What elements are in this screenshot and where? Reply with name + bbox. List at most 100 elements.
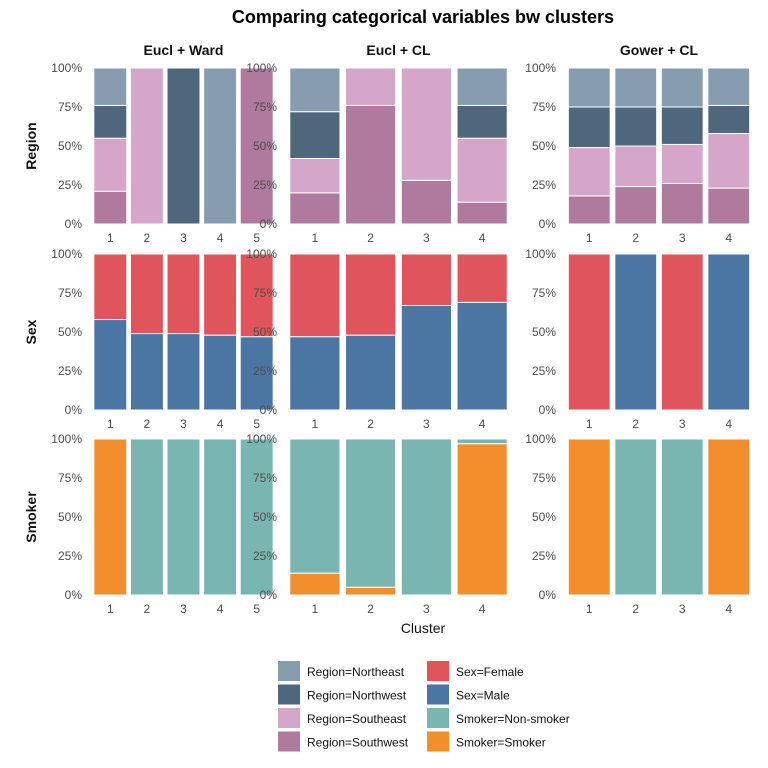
legend-item-smoker-non-smoker: Smoker=Non-smoker xyxy=(427,708,570,728)
y-tick-label: 75% xyxy=(253,471,277,485)
bar-segment-region-northwest-cluster-1 xyxy=(567,106,611,149)
bar-segment-region-northeast-cluster-1 xyxy=(567,67,611,108)
x-tick-label: 2 xyxy=(367,602,374,616)
x-tick-label: 4 xyxy=(217,231,224,245)
y-tick-label: 75% xyxy=(253,286,277,300)
y-tick-label: 100% xyxy=(51,247,82,261)
bar-segment-smoker-non-smoker-cluster-1 xyxy=(289,438,341,574)
bar-segment-region-northeast-cluster-1 xyxy=(93,67,128,106)
column-title-gower-cl: Gower + CL xyxy=(620,42,699,58)
bar-segment-region-southeast-cluster-4 xyxy=(707,133,751,189)
bar-segment-region-northwest-cluster-2 xyxy=(614,106,658,147)
y-tick-label: 75% xyxy=(532,286,556,300)
bar-segment-sex-male-cluster-4 xyxy=(456,301,508,411)
y-tick-label: 100% xyxy=(525,432,556,446)
bar-segment-sex-male-cluster-1 xyxy=(289,336,341,411)
x-tick-label: 2 xyxy=(367,417,374,431)
x-tick-label: 2 xyxy=(144,417,151,431)
panel-smoker-eucl-cl: 0% 25% 50% 75% 100% 1 2 3 4 xyxy=(246,432,508,616)
bar-segment-smoker-smoker-cluster-4 xyxy=(707,438,751,596)
x-tick-label: 5 xyxy=(253,602,260,616)
bar-segment-sex-female-cluster-3 xyxy=(660,253,704,411)
legend-swatch xyxy=(427,731,449,752)
legend-swatch xyxy=(278,684,300,705)
bar-segment-sex-female-cluster-4 xyxy=(456,253,508,303)
legend-item-smoker-smoker: Smoker=Smoker xyxy=(427,731,546,752)
y-tick-label: 25% xyxy=(253,549,277,563)
panel-region-gower-cl: 0% 25% 50% 75% 100% 1 2 3 4 xyxy=(525,61,751,245)
y-tick-label: 75% xyxy=(58,286,82,300)
y-tick-label: 0% xyxy=(539,217,557,231)
legend-swatch xyxy=(427,708,449,728)
y-tick-label: 0% xyxy=(260,217,278,231)
bar-segment-smoker-non-smoker-cluster-3 xyxy=(166,438,201,596)
x-tick-label: 4 xyxy=(479,231,486,245)
x-tick-label: 4 xyxy=(479,602,486,616)
bar-segment-sex-male-cluster-3 xyxy=(166,333,201,411)
legend-item-region-northwest: Region=Northwest xyxy=(278,684,407,705)
y-tick-label: 75% xyxy=(253,100,277,114)
bar-segment-region-northeast-cluster-4 xyxy=(203,67,238,225)
x-tick-label: 1 xyxy=(312,602,319,616)
panel-region-eucl-cl: 0% 25% 50% 75% 100% 1 2 3 4 xyxy=(246,61,508,245)
bar-segment-region-northwest-cluster-3 xyxy=(660,106,704,145)
x-tick-label: 1 xyxy=(107,417,114,431)
y-tick-label: 25% xyxy=(253,364,277,378)
bar-segment-region-southwest-cluster-3 xyxy=(400,179,452,225)
bar-segment-smoker-non-smoker-cluster-3 xyxy=(660,438,704,596)
y-tick-label: 25% xyxy=(532,549,556,563)
bar-segment-smoker-smoker-cluster-2 xyxy=(345,586,397,596)
bar-segment-sex-male-cluster-1 xyxy=(93,319,128,411)
y-tick-label: 0% xyxy=(260,403,278,417)
bar-segment-sex-female-cluster-4 xyxy=(203,253,238,336)
x-tick-label: 3 xyxy=(423,231,430,245)
bar-segment-region-southeast-cluster-1 xyxy=(289,157,341,194)
bar-segment-sex-male-cluster-2 xyxy=(614,253,658,411)
column-title-eucl-ward: Eucl + Ward xyxy=(143,42,223,58)
bar-segment-region-southwest-cluster-1 xyxy=(93,190,128,225)
bar-segment-sex-male-cluster-4 xyxy=(203,334,238,411)
x-tick-label: 2 xyxy=(632,417,639,431)
panel-sex-gower-cl: 0% 25% 50% 75% 100% 1 2 3 4 xyxy=(525,247,751,431)
x-tick-label: 2 xyxy=(632,602,639,616)
y-tick-label: 50% xyxy=(253,325,277,339)
x-tick-label: 1 xyxy=(586,231,593,245)
legend-swatch xyxy=(278,731,300,752)
y-tick-label: 0% xyxy=(65,403,83,417)
x-tick-label: 4 xyxy=(725,417,732,431)
x-tick-label: 4 xyxy=(479,417,486,431)
bar-segment-sex-male-cluster-2 xyxy=(129,333,164,411)
bar-segment-region-southeast-cluster-3 xyxy=(660,143,704,184)
bar-segment-smoker-non-smoker-cluster-2 xyxy=(345,438,397,588)
bar-segment-region-southeast-cluster-4 xyxy=(456,137,508,203)
bar-segment-smoker-smoker-cluster-1 xyxy=(289,572,341,596)
bar-segment-region-northwest-cluster-4 xyxy=(707,104,751,135)
bar-segment-region-southwest-cluster-2 xyxy=(614,186,658,225)
x-tick-label: 4 xyxy=(725,602,732,616)
x-tick-label: 3 xyxy=(180,602,187,616)
bar-segment-region-southwest-cluster-2 xyxy=(345,104,397,225)
bar-segment-region-southwest-cluster-1 xyxy=(289,192,341,225)
bar-segment-region-southwest-cluster-5 xyxy=(239,67,274,225)
bar-segment-region-northeast-cluster-4 xyxy=(707,67,751,106)
y-tick-label: 50% xyxy=(532,510,556,524)
legend-swatch xyxy=(278,708,300,728)
x-tick-label: 3 xyxy=(423,417,430,431)
column-titles: Eucl + Ward Eucl + CL Gower + CL xyxy=(143,42,698,58)
y-tick-label: 0% xyxy=(539,403,557,417)
bar-segment-smoker-smoker-cluster-1 xyxy=(93,438,128,596)
x-tick-label: 5 xyxy=(253,231,260,245)
legend-label: Region=Southeast xyxy=(307,712,407,726)
x-tick-label: 1 xyxy=(312,231,319,245)
panels: 0%25%50%75%100%1 2 3 4 50%25%50%75%100%1 2 3 40… xyxy=(51,61,751,616)
y-tick-label: 50% xyxy=(253,139,277,153)
bar-segment-region-northwest-cluster-3 xyxy=(166,67,201,225)
y-tick-label: 25% xyxy=(532,178,556,192)
x-tick-label: 4 xyxy=(217,602,224,616)
bar-segment-sex-male-cluster-4 xyxy=(707,253,751,411)
bar-segment-region-northeast-cluster-4 xyxy=(456,67,508,106)
column-title-eucl-cl: Eucl + CL xyxy=(366,42,431,58)
bar-segment-region-southeast-cluster-3 xyxy=(400,67,452,181)
bar-segment-smoker-non-smoker-cluster-5 xyxy=(239,438,274,596)
